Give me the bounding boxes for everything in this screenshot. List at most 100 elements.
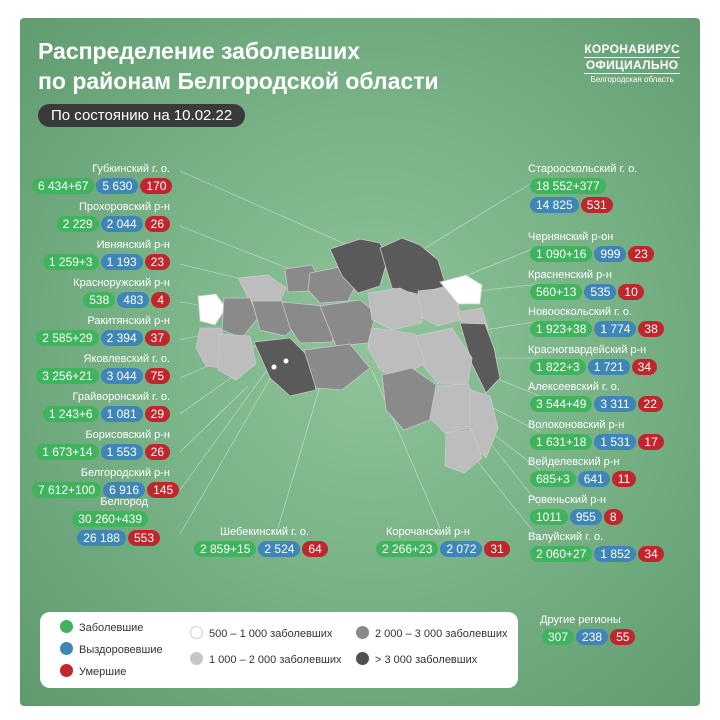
district-stats: 560+13 535 10 xyxy=(528,283,668,301)
district-block: Грайворонский г. о. 1 243+6 1 081 29 xyxy=(30,391,170,423)
recovered-count: 2 072 xyxy=(440,541,483,557)
dead-count: 64 xyxy=(302,541,328,557)
district-block: Волоконовский р-н 1 631+18 1 531 17 xyxy=(528,419,668,451)
date-badge: По состоянию на 10.02.22 xyxy=(38,104,246,127)
sick-count: 1 090+16 xyxy=(530,246,593,262)
district-block: Алексеевский г. о. 3 544+49 3 311 22 xyxy=(528,381,668,413)
district-stats: 1 631+18 1 531 17 xyxy=(528,433,668,451)
recovered-count: 955 xyxy=(569,508,602,525)
district-block: Красноружский р-н 538 483 4 xyxy=(30,277,170,309)
district-name: Старооскольский г. о. xyxy=(528,163,638,175)
dead-count: 17 xyxy=(638,433,664,450)
recovered-count: 238 xyxy=(576,629,609,645)
staroskol-sick-row: 18 552+377 xyxy=(528,178,668,195)
legend-label: 500 – 1 000 заболевших xyxy=(209,628,333,640)
district-name: Алексеевский г. о. xyxy=(528,381,620,393)
district-block: Яковлевский г. о. 3 256+21 3 044 75 xyxy=(30,353,170,385)
district-stats: 1 923+38 1 774 38 xyxy=(528,321,668,338)
legend-dead: Умершие xyxy=(60,664,126,680)
staroskol-stats-row: 14 825 531 xyxy=(528,197,668,214)
recovered-count: 1 774 xyxy=(594,321,637,337)
district-name: Красненский р-н xyxy=(528,268,612,281)
district-stats: 7 612+100 6 916 145 xyxy=(30,482,180,499)
recovered-count: 5 630 xyxy=(96,178,139,194)
district-block: Вейделевский р-н 685+3 641 11 xyxy=(528,456,668,488)
legend-recovered: Выздоровевшие xyxy=(60,642,163,658)
shebekino-stats-row: 2 859+15 2 524 64 xyxy=(192,541,332,558)
district-name: Белгородский р-н xyxy=(80,467,170,479)
district-stats: 3 544+49 3 311 22 xyxy=(528,396,668,413)
dead-count: 26 xyxy=(144,216,170,232)
district-name: Новооскольский г. о. xyxy=(528,306,633,318)
dead-count: 11 xyxy=(611,471,637,487)
district-block: Красногвардейский р-н 1 822+3 1 721 34 xyxy=(528,344,668,376)
recovered-count: 2 524 xyxy=(258,541,301,557)
recovered-count: 3 311 xyxy=(594,396,636,412)
districts xyxy=(195,237,501,474)
darkgray-dot-icon xyxy=(356,652,369,665)
infographic-card: Распределение заболевших по районам Белг… xyxy=(20,18,700,706)
sick-count: 1 822+3 xyxy=(530,358,586,375)
recovered-count: 3 044 xyxy=(100,368,143,384)
korocha-stats-row: 2 266+23 2 072 31 xyxy=(374,541,514,558)
district-name: Ровеньский р-н xyxy=(528,493,607,506)
dead-count: 170 xyxy=(140,178,173,194)
sick-count: 3 544+49 xyxy=(530,396,593,412)
legend-class-4: > 3 000 заболевших xyxy=(356,652,477,668)
dead-count: 23 xyxy=(628,246,654,262)
dead-count: 145 xyxy=(147,482,180,498)
district-name: Валуйский г. о. xyxy=(528,531,604,543)
district-stats: 2 229 2 044 26 xyxy=(30,216,170,233)
white-dot-icon xyxy=(190,626,203,639)
sick-count: 2 229 xyxy=(56,216,99,232)
district-name: Ивнянский р-н xyxy=(96,239,170,251)
page-title: Распределение заболевших по районам Белг… xyxy=(38,36,439,96)
recovered-count: 1 553 xyxy=(100,444,143,460)
recovered-count: 1 852 xyxy=(594,546,637,562)
district-stats: 1 673+14 1 553 26 xyxy=(30,444,170,461)
district-stats: 2 585+29 2 394 37 xyxy=(30,330,170,347)
recovered-count: 6 916 xyxy=(103,482,146,498)
district-block: Борисовский р-н 1 673+14 1 553 26 xyxy=(30,429,170,461)
sick-count: 307 xyxy=(542,629,575,645)
sick-count: 1 923+38 xyxy=(530,321,593,337)
district-name: Прохоровский р-н xyxy=(79,201,170,213)
recovered-count: 2 044 xyxy=(100,216,143,232)
dead-count: 55 xyxy=(610,629,636,645)
district-stats: 1 243+6 1 081 29 xyxy=(30,406,170,423)
district-name: Губкинский г. о. xyxy=(92,163,170,175)
legend: Заболевшие Выздоровевшие Умершие 500 – 1… xyxy=(40,612,518,688)
brand-line-3: Белгородская область xyxy=(590,75,674,84)
sick-count: 3 256+21 xyxy=(36,368,99,384)
district-name: Волоконовский р-н xyxy=(528,418,625,431)
recovered-count: 483 xyxy=(117,292,150,308)
district-name: Ракитянский р-н xyxy=(87,315,170,327)
district-name: Чернянский р-он xyxy=(528,231,614,243)
district-name: Яковлевский г. о. xyxy=(83,353,170,365)
recovered-count: 641 xyxy=(577,471,610,487)
other-regions-block: Другие регионы 307 238 55 xyxy=(540,614,680,646)
belgorod-city-block: Белгород 30 260+439 26 188 553 xyxy=(20,496,160,547)
sick-count: 1 243+6 xyxy=(42,406,99,422)
recovered-count: 14 825 xyxy=(530,197,579,213)
brand-line-1: КОРОНАВИРУС xyxy=(584,42,680,58)
district-name: Борисовский р-н xyxy=(85,429,170,441)
shebekino-block: Шебекинский г. о. 2 859+15 2 524 64 xyxy=(192,526,332,558)
title-line-1: Распределение заболевших xyxy=(38,38,360,64)
dead-count: 10 xyxy=(618,283,644,300)
district-stats: 3 256+21 3 044 75 xyxy=(30,368,170,385)
dead-count: 531 xyxy=(580,197,613,213)
recovered-count: 26 188 xyxy=(77,530,126,546)
legend-label: Заболевшие xyxy=(79,622,144,634)
district-name: Красноружский р-н xyxy=(73,277,170,289)
staroskol-block: Старооскольский г. о. 18 552+377 14 825 5… xyxy=(528,163,668,214)
sick-count: 18 552+377 xyxy=(530,178,606,194)
district-name: Грайворонский г. о. xyxy=(72,391,170,403)
map-points xyxy=(271,358,289,370)
dead-count: 31 xyxy=(484,541,510,557)
green-dot-icon xyxy=(60,620,73,633)
sick-count: 6 434+67 xyxy=(32,178,95,194)
dead-count: 23 xyxy=(144,254,170,270)
sick-count: 538 xyxy=(83,292,116,308)
district-stats: 538 483 4 xyxy=(30,292,170,309)
